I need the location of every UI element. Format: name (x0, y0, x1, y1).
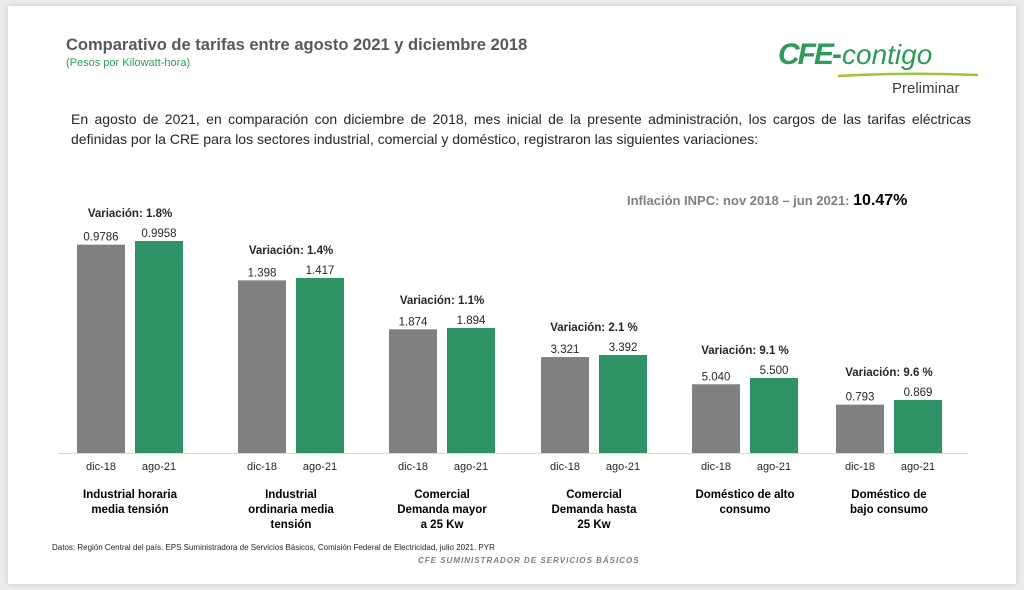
variation-label: Variación: 9.6 % (845, 367, 933, 379)
variation-label: Variación: 1.4% (249, 245, 333, 257)
slide: Comparativo de tarifas entre agosto 2021… (8, 6, 1016, 584)
logo-dash: - (832, 38, 842, 71)
category-label: Industrial (265, 489, 317, 501)
data-label-ago21: 5.500 (760, 365, 789, 377)
data-label-dic18: 3.321 (551, 344, 580, 356)
x-tick-dic18: dic-18 (86, 461, 116, 473)
cfe-contigo-logo: CFE-contigo (778, 38, 978, 78)
inflation-value: 10.47% (853, 192, 908, 209)
category-label: bajo consumo (850, 504, 928, 516)
category-label: Demanda mayor (397, 504, 487, 516)
category-label: Demanda hasta (551, 504, 637, 516)
category-label: Doméstico de alto (695, 489, 794, 501)
data-label-dic18: 0.9786 (83, 232, 118, 244)
data-label-ago21: 0.9958 (141, 228, 176, 240)
bar-ago21 (135, 241, 183, 453)
x-tick-dic18: dic-18 (550, 461, 580, 473)
category-label: Comercial (566, 489, 622, 501)
variation-label: Variación: 1.8% (88, 208, 172, 220)
x-tick-ago21: ago-21 (757, 461, 791, 473)
x-tick-ago21: ago-21 (142, 461, 176, 473)
page-subtitle: (Pesos por Kilowatt-hora) (66, 57, 191, 69)
source-note: Datos: Región Central del país. EPS Sumi… (52, 543, 495, 552)
data-label-ago21: 0.869 (904, 387, 933, 399)
category-label: media tensión (91, 504, 168, 516)
x-tick-ago21: ago-21 (901, 461, 935, 473)
data-label-dic18: 1.398 (248, 267, 277, 279)
data-label-ago21: 1.417 (306, 265, 335, 277)
x-tick-ago21: ago-21 (606, 461, 640, 473)
bar-dic18 (389, 329, 437, 453)
intro-paragraph: En agosto de 2021, en comparación con di… (71, 111, 971, 147)
variation-label: Variación: 1.1% (400, 295, 484, 307)
bar-dic18 (238, 280, 286, 453)
x-tick-dic18: dic-18 (398, 461, 428, 473)
data-label-ago21: 1.894 (457, 315, 486, 327)
inflation-note: Inflación INPC: nov 2018 – jun 2021: 10.… (627, 192, 907, 210)
footer-text: CFE SUMINISTRADOR DE SERVICIOS BÁSICOS (418, 556, 640, 565)
bar-ago21 (750, 378, 798, 453)
variation-label: Variación: 2.1 % (550, 322, 638, 334)
bar-dic18 (77, 244, 125, 453)
data-label-dic18: 5.040 (702, 371, 731, 383)
inflation-label: Inflación INPC: nov 2018 – jun 2021: (627, 193, 850, 208)
x-tick-dic18: dic-18 (845, 461, 875, 473)
x-tick-ago21: ago-21 (303, 461, 337, 473)
category-label: tensión (271, 519, 312, 531)
category-label: ordinaria media (248, 504, 334, 516)
x-tick-ago21: ago-21 (454, 461, 488, 473)
variation-label: Variación: 9.1 % (701, 345, 789, 357)
logo-contigo-text: contigo (842, 39, 933, 70)
category-label: a 25 Kw (421, 519, 464, 531)
data-label-dic18: 0.793 (846, 392, 875, 404)
preliminar-label: Preliminar (892, 80, 960, 97)
bar-dic18 (692, 384, 740, 453)
category-label: 25 Kw (577, 519, 610, 531)
bar-ago21 (447, 328, 495, 453)
bar-dic18 (541, 357, 589, 453)
bar-ago21 (296, 278, 344, 453)
bar-ago21 (894, 400, 942, 453)
bar-ago21 (599, 355, 647, 453)
logo-swoosh-icon (838, 72, 978, 78)
tariff-bar-chart: 0.9786 0.9958 Variación: 1.8% dic-18 ago-21 I… (58, 208, 968, 531)
x-tick-dic18: dic-18 (701, 461, 731, 473)
data-label-dic18: 1.874 (399, 316, 428, 328)
category-label: Doméstico de (851, 489, 926, 501)
data-label-ago21: 3.392 (609, 342, 638, 354)
category-label: consumo (719, 504, 770, 516)
bar-dic18 (836, 404, 884, 453)
page-title: Comparativo de tarifas entre agosto 2021… (66, 36, 528, 54)
x-tick-dic18: dic-18 (247, 461, 277, 473)
logo-cfe-text: CFE (778, 38, 834, 71)
category-label: Industrial horaria (83, 489, 178, 501)
category-label: Comercial (414, 489, 470, 501)
